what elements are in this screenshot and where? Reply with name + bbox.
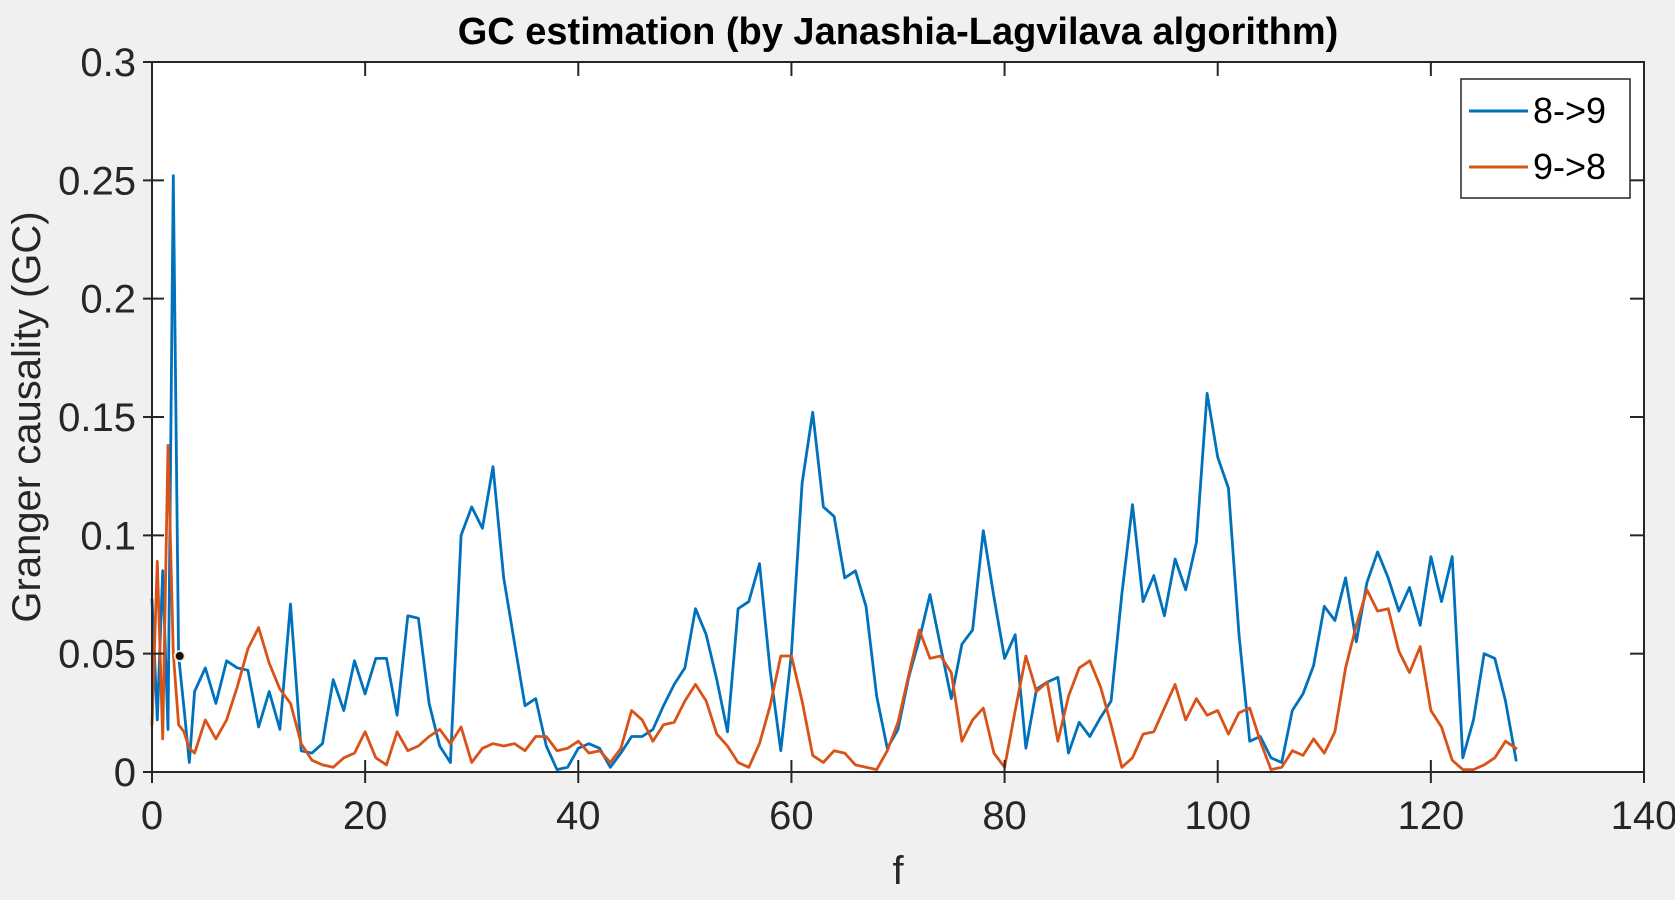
- x-tick-label: 20: [343, 794, 388, 838]
- y-axis-label: Granger causality (GC): [5, 211, 49, 622]
- data-point-marker: [173, 650, 186, 663]
- legend-label-9-8: 9->8: [1533, 146, 1606, 187]
- axes-box-spines: [151, 61, 1645, 773]
- legend-box: [1460, 78, 1631, 199]
- x-tick-label: 0: [141, 794, 163, 838]
- y-tick-label: 0.2: [80, 278, 136, 322]
- x-tick-label: 120: [1397, 794, 1464, 838]
- y-tick-label: 0.25: [58, 159, 136, 203]
- x-tick-label: 80: [982, 794, 1027, 838]
- series-line-9-8: [150, 444, 1518, 771]
- y-tick-label: 0.1: [80, 514, 136, 558]
- series-line-8-9: [150, 174, 1518, 771]
- y-tick-label: 0.3: [80, 41, 136, 85]
- x-axis-label: f: [892, 849, 904, 893]
- x-tick-label: 60: [769, 794, 814, 838]
- x-tick-label: 40: [556, 794, 601, 838]
- legend-label-8-9: 8->9: [1533, 90, 1606, 131]
- y-tick-label: 0: [114, 751, 136, 795]
- y-tick-label: 0.05: [58, 633, 136, 677]
- y-tick-label: 0.15: [58, 396, 136, 440]
- plot-area: [152, 62, 1644, 772]
- legend: 8->9 9->8: [1460, 78, 1631, 199]
- x-tick-label: 140: [1611, 794, 1675, 838]
- series-group: [150, 174, 1518, 771]
- x-tick-label: 100: [1184, 794, 1251, 838]
- chart-title: GC estimation (by Janashia-Lagvilava alg…: [458, 11, 1339, 53]
- tick-labels: 0 20 40 60 80 100 120 140 0 0.05 0.1 0.15 0.2 0.25 0.3: [58, 41, 1675, 838]
